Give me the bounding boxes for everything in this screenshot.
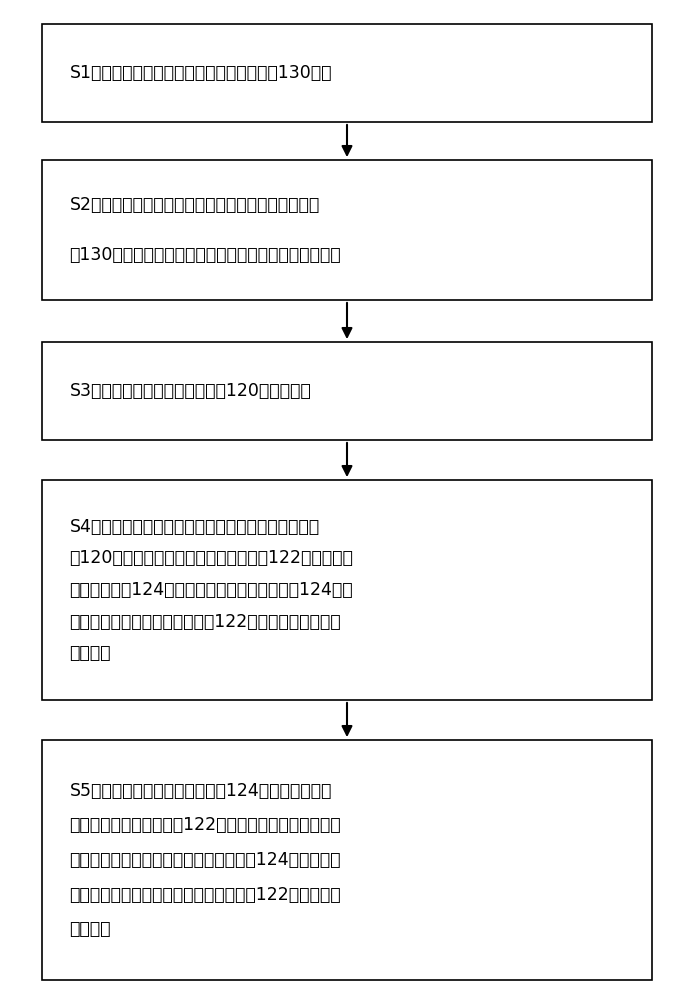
Text: S1、首先在硅基底上生长下层相变材料层（130）；: S1、首先在硅基底上生长下层相变材料层（130）；	[69, 64, 332, 82]
Bar	[42, 480, 652, 700]
Text: 端上层电极（124），所述内部源端上层电极（124）位: 端上层电极（124），所述内部源端上层电极（124）位	[69, 581, 353, 599]
Bar	[42, 24, 652, 122]
Text: 面水平流向所述外环共漏接地上层电极（122）的外环等: 面水平流向所述外环共漏接地上层电极（122）的外环等	[69, 886, 341, 904]
Text: S3、之后进行上层电极材料层（120）的沉积；: S3、之后进行上层电极材料层（120）的沉积；	[69, 382, 311, 400]
Bar	[42, 342, 652, 440]
Text: 电势面。: 电势面。	[69, 920, 111, 938]
Text: S5、将所述内部源端上层电极（124）接源端、所述: S5、将所述内部源端上层电极（124）接源端、所述	[69, 782, 332, 800]
Text: 端交换，电流从所述内部源端上层电极（124）的等电势: 端交换，电流从所述内部源端上层电极（124）的等电势	[69, 851, 341, 869]
Bar	[42, 740, 652, 980]
Bar	[42, 160, 652, 300]
Text: （120）中形成外环共漏接地上层电极（122）和内部源: （120）中形成外环共漏接地上层电极（122）和内部源	[69, 549, 353, 567]
Text: 于所述外环共漏接地上层电极（122）中，两者之间留下: 于所述外环共漏接地上层电极（122）中，两者之间留下	[69, 613, 341, 631]
Text: S2、随后经过光刻曝光工序，在所述下层相变材料层: S2、随后经过光刻曝光工序，在所述下层相变材料层	[69, 196, 320, 214]
Text: 环形槽；: 环形槽；	[69, 644, 111, 662]
Text: 外环共漏接地上层电极（122）共漏接地、不可进行源漏: 外环共漏接地上层电极（122）共漏接地、不可进行源漏	[69, 816, 341, 834]
Text: S4、此后经过光刻去胶工序，在所述上层电极材料层: S4、此后经过光刻去胶工序，在所述上层电极材料层	[69, 518, 319, 536]
Text: （130）上部形成诸多并排圆环状的光刻胶掩膜版图形；: （130）上部形成诸多并排圆环状的光刻胶掩膜版图形；	[69, 246, 341, 264]
